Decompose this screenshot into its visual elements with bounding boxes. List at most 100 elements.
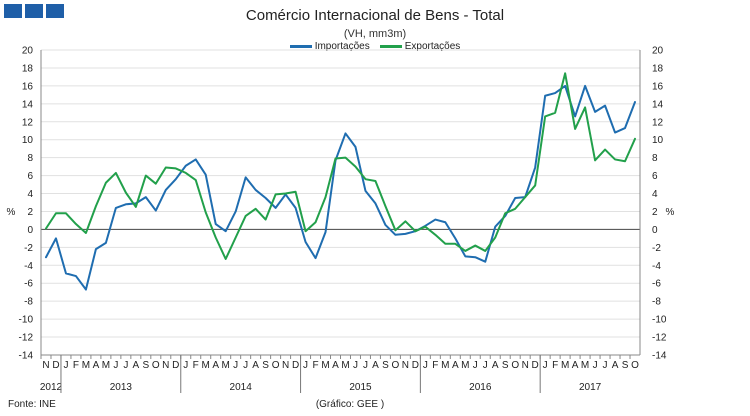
x-tick-label: N (42, 360, 49, 371)
y-tick-label-left: -10 (19, 315, 34, 326)
x-tick-label: J (353, 360, 358, 371)
x-tick-label: F (552, 360, 558, 371)
x-tick-label: O (272, 360, 280, 371)
y-tick-label-left: 18 (22, 63, 34, 74)
y-tick-label-right: 8 (652, 153, 658, 164)
x-tick-label: F (193, 360, 199, 371)
y-tick-label-left: 2 (27, 207, 33, 218)
y-tick-label-right: 16 (652, 81, 664, 92)
y-tick-label-left: 4 (27, 189, 33, 200)
y-tick-label-right: 2 (652, 207, 658, 218)
y-tick-label-right: 6 (652, 171, 658, 182)
x-year-label: 2013 (110, 382, 133, 393)
y-tick-label-right: 0 (652, 225, 658, 236)
y-tick-label-left: 14 (22, 99, 34, 110)
x-tick-label: J (113, 360, 118, 371)
x-tick-label: O (631, 360, 639, 371)
y-tick-label-left: -14 (19, 351, 34, 362)
x-tick-label: A (572, 360, 579, 371)
y-tick-label-left: -12 (19, 333, 34, 344)
x-tick-label: D (292, 360, 299, 371)
y-tick-label-right: 10 (652, 135, 664, 146)
y-tick-label-left: 20 (22, 46, 34, 57)
x-tick-label: J (423, 360, 428, 371)
source-note: Fonte: INE (8, 399, 56, 410)
x-tick-label: M (581, 360, 589, 371)
y-tick-label-left: 0 (27, 225, 33, 236)
y-tick-label-right: -4 (652, 261, 661, 272)
chart-subtitle: (VH, mm3m) (343, 28, 407, 40)
x-tick-label: N (522, 360, 529, 371)
x-year-label: 2017 (579, 382, 602, 393)
logo-block (4, 4, 22, 18)
x-tick-label: N (162, 360, 169, 371)
y-tick-label-left: -4 (24, 261, 33, 272)
y-tick-label-right: 14 (652, 99, 664, 110)
chart-legend: Importações Exportações (0, 41, 750, 52)
x-tick-label: F (432, 360, 438, 371)
x-tick-label: M (341, 360, 349, 371)
chart-title: Comércio Internacional de Bens - Total (245, 7, 505, 24)
logo-block (25, 4, 43, 18)
y-tick-label-left: 10 (22, 135, 34, 146)
y-tick-label-left: -8 (24, 297, 33, 308)
x-tick-label: J (303, 360, 308, 371)
x-tick-label: S (622, 360, 629, 371)
x-tick-label: A (93, 360, 100, 371)
x-tick-label: O (392, 360, 400, 371)
legend-swatch-imports (289, 45, 312, 48)
x-year-label: 2015 (349, 382, 372, 393)
x-tick-label: A (492, 360, 499, 371)
x-tick-label: A (372, 360, 379, 371)
x-tick-label: M (222, 360, 230, 371)
x-tick-label: A (332, 360, 339, 371)
x-tick-label: J (183, 360, 188, 371)
x-tick-label: N (402, 360, 409, 371)
series-line-exports (44, 72, 637, 261)
legend-swatch-exports (379, 45, 402, 48)
x-tick-label: M (82, 360, 90, 371)
y-tick-label-left: 12 (22, 117, 34, 128)
x-tick-label: D (532, 360, 539, 371)
x-year-label: 2012 (40, 382, 63, 393)
x-tick-label: A (612, 360, 619, 371)
x-tick-label: M (102, 360, 110, 371)
x-tick-label: S (262, 360, 269, 371)
x-tick-label: O (511, 360, 519, 371)
x-tick-label: J (233, 360, 238, 371)
y-tick-label-right: 4 (652, 189, 658, 200)
brand-logo (4, 4, 64, 18)
x-year-label: 2014 (230, 382, 253, 393)
x-tick-label: D (412, 360, 419, 371)
x-tick-label: J (543, 360, 548, 371)
legend-label-imports: Importações (314, 41, 370, 52)
x-tick-label: D (52, 360, 59, 371)
x-tick-label: J (123, 360, 128, 371)
y-tick-label-right: -14 (652, 351, 667, 362)
x-tick-label: M (321, 360, 329, 371)
x-tick-label: J (483, 360, 488, 371)
x-tick-label: S (502, 360, 509, 371)
legend-item-imports: Importações (289, 41, 370, 52)
x-tick-label: F (312, 360, 318, 371)
x-tick-label: A (452, 360, 459, 371)
x-tick-label: S (142, 360, 149, 371)
y-axis-label-left: % (7, 207, 16, 218)
y-tick-label-right: 12 (652, 117, 664, 128)
y-tick-label-right: -10 (652, 315, 667, 326)
y-tick-label-left: -6 (24, 279, 33, 290)
legend-label-exports: Exportações (404, 41, 461, 52)
y-tick-label-right: -6 (652, 279, 661, 290)
series-line-imports (44, 84, 637, 291)
x-tick-label: D (172, 360, 179, 371)
legend-item-exports: Exportações (379, 41, 461, 52)
x-tick-label: J (593, 360, 598, 371)
y-tick-label-left: 6 (27, 171, 33, 182)
y-axis-label-right: % (666, 207, 675, 218)
x-tick-label: O (152, 360, 160, 371)
x-tick-label: M (202, 360, 210, 371)
y-tick-label-left: 8 (27, 153, 33, 164)
x-tick-label: J (243, 360, 248, 371)
x-tick-label: J (63, 360, 68, 371)
